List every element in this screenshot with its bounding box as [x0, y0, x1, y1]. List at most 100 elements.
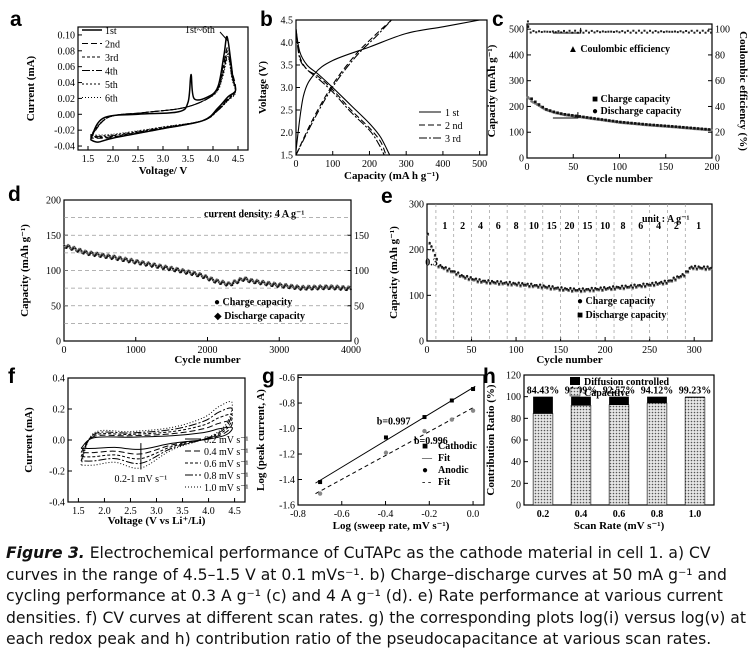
charge-point [483, 279, 486, 282]
y-tick-label: -1.4 [279, 475, 295, 486]
charge-point [559, 112, 563, 115]
cv-curve-2 [80, 420, 233, 455]
x-tick-label: -0.2 [421, 509, 437, 520]
legend-symbol: ■ [422, 441, 428, 452]
y-tick-label: 0.0 [53, 436, 66, 447]
charge-point [528, 285, 531, 288]
ce-point [526, 20, 529, 23]
y2-tick-label: 40 [715, 102, 725, 113]
charge-point [530, 97, 533, 101]
charge-point [707, 128, 711, 131]
charge-point [460, 274, 463, 277]
panel-label-f: f [8, 365, 16, 388]
x-axis-label: Cycle number [536, 354, 602, 366]
ce-point [632, 29, 635, 32]
fit-line-cathodic [315, 385, 476, 484]
y-tick-label: 1.5 [281, 151, 294, 162]
y2-tick-label: 150 [354, 231, 369, 242]
charge-point [426, 232, 429, 235]
charge-point [594, 287, 597, 290]
charge-point [471, 278, 474, 281]
ce-point [685, 30, 688, 33]
anodic-point [383, 450, 389, 455]
y-tick-label: 400 [509, 50, 524, 61]
x-tick-label: 0 [425, 345, 430, 356]
ce-point [668, 30, 671, 33]
charge-point [306, 286, 309, 290]
annotation-b-anodic: b=0.996 [414, 436, 448, 447]
charge-point [317, 287, 320, 290]
legend-label: 2 nd [445, 121, 463, 132]
charge-point [328, 287, 331, 290]
legend-charge: ● Charge capacity [577, 296, 655, 307]
y-axis-label: Voltage (V) [257, 61, 269, 114]
ce-point [660, 30, 663, 33]
y2-tick-label: 20 [715, 128, 725, 139]
charge-point [702, 265, 706, 268]
charge-point [635, 285, 638, 288]
panel-label-e: e [381, 185, 393, 208]
legend-label: 0.4 mV s⁻¹ [204, 447, 249, 458]
x-tick-label: 1.5 [72, 506, 85, 517]
ce-point [679, 30, 682, 33]
charge-point [556, 286, 560, 289]
cathodic-point [471, 387, 476, 392]
rate-label: 1 [442, 221, 447, 232]
charge-point [94, 254, 97, 257]
legend-charge: ■ Charge capacity [592, 94, 670, 105]
charge-point [515, 283, 519, 286]
charge-point [457, 271, 460, 274]
charge-point [659, 124, 663, 127]
charge-point [485, 281, 488, 284]
x-axis-label: Capacity (mA h g⁻¹) [344, 170, 439, 182]
x-axis-label: Log (sweep rate, mV s⁻¹) [333, 520, 450, 532]
y-tick-label: 300 [409, 200, 424, 211]
ce-point [707, 29, 710, 32]
ce-point [546, 30, 549, 33]
cathodic-point [449, 398, 454, 403]
charge-point [583, 289, 586, 292]
ce-point [626, 29, 629, 32]
y-tick-label: 100 [509, 128, 524, 139]
charge-point [677, 275, 681, 279]
legend-label: 5th [105, 80, 118, 91]
charge-point [531, 285, 535, 288]
x-tick-label: 300 [399, 159, 414, 170]
annotation-b-cathodic: b=0.997 [377, 417, 411, 428]
y-tick-label: 20 [511, 479, 521, 490]
ce-point [599, 31, 602, 34]
x-tick-label: 300 [687, 345, 702, 356]
charge-point [430, 245, 433, 248]
charge-point [534, 100, 537, 104]
bar-data-label: 94.12% [641, 385, 674, 396]
charge-point [604, 118, 607, 122]
panel-label-b: b [260, 8, 273, 31]
y-tick-label: 120 [506, 371, 521, 382]
panel-label-g: g [262, 365, 275, 388]
ce-point [529, 31, 532, 34]
x-tick-label: 150 [553, 345, 568, 356]
charge-point [645, 282, 649, 285]
anodic-point [422, 428, 427, 434]
charge-point [582, 115, 585, 119]
ce-point [532, 30, 535, 33]
legend-label: 1 st [445, 108, 459, 119]
charge-point [535, 284, 538, 287]
y2-tick-label: 80 [715, 50, 725, 61]
legend-symbol: - - [422, 477, 431, 488]
charge-point [672, 276, 675, 279]
charge-point [576, 288, 579, 292]
cv-curve-4 [80, 407, 233, 465]
legend-label: 6th [105, 94, 118, 105]
charge-point [596, 287, 599, 291]
voltage-curve-2-2 [295, 19, 392, 156]
charge-point [628, 285, 631, 288]
bar-data-label: 91.99% [565, 385, 598, 396]
x-tick-label: 500 [472, 159, 487, 170]
cv-curve-3 [80, 413, 233, 460]
charge-point [478, 278, 481, 281]
charge-point [517, 281, 520, 284]
charge-point [588, 289, 592, 292]
charge-point [446, 269, 449, 272]
x-tick-label: 3.5 [176, 506, 189, 517]
